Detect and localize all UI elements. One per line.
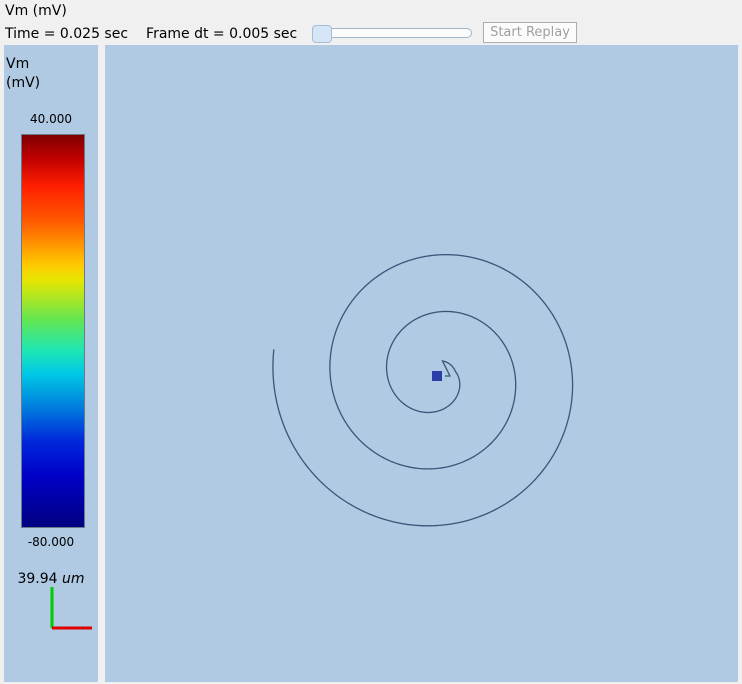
dendrite-spiral: [272, 254, 574, 527]
legend-panel: Vm (mV) 40.000 -80.000 39.94 um: [4, 45, 98, 682]
playback-controls: Time = 0.025 sec Frame dt = 0.005 sec: [5, 24, 297, 44]
window-title: Vm (mV): [5, 3, 67, 19]
scale-value: 39.94: [17, 571, 58, 587]
frame-dt-readout: Frame dt = 0.005 sec: [146, 26, 298, 42]
time-slider[interactable]: [312, 25, 472, 43]
legend-title: Vm: [6, 56, 30, 72]
slider-handle[interactable]: [312, 25, 332, 43]
colorbar: [21, 134, 85, 528]
legend-unit: (mV): [6, 75, 41, 91]
scale-bar-label: 39.94 um: [4, 571, 98, 587]
neuron-view[interactable]: [105, 45, 738, 682]
time-readout: Time = 0.025 sec: [5, 26, 129, 42]
start-replay-button[interactable]: Start Replay: [483, 22, 577, 43]
scale-unit: um: [62, 571, 85, 587]
neuron-render[interactable]: [105, 45, 738, 682]
colorbar-min-label: -80.000: [27, 535, 75, 549]
orientation-axes-icon: [50, 587, 92, 630]
slider-track[interactable]: [316, 28, 472, 38]
soma-marker[interactable]: [432, 371, 442, 381]
colorbar-max-label: 40.000: [30, 112, 72, 126]
